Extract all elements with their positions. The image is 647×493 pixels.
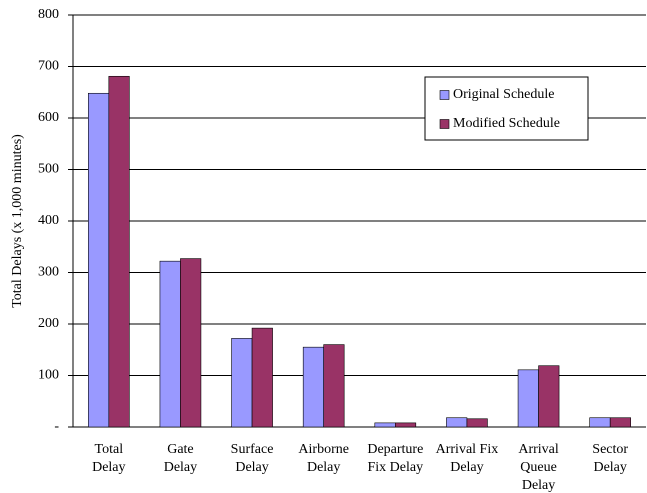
x-tick-label: Delay: [593, 460, 626, 475]
y-tick-label: 500: [38, 162, 59, 177]
x-tick-label: Delay: [164, 460, 197, 475]
bar: [446, 417, 468, 428]
bar: [589, 417, 611, 428]
bar: [88, 92, 110, 428]
legend-swatch: [439, 90, 450, 100]
y-tick-label: -: [54, 419, 59, 434]
bar: [159, 260, 181, 428]
bar: [374, 422, 396, 428]
bar: [609, 417, 631, 428]
legend-label: Original Schedule: [453, 87, 554, 102]
x-tick-label: Airborne: [298, 442, 349, 457]
bar: [251, 327, 273, 428]
x-tick-label: Gate: [167, 442, 193, 457]
bar: [323, 344, 345, 428]
x-tick-label: Delay: [92, 460, 125, 475]
x-tick-label: Delay: [235, 460, 268, 475]
y-tick-label: 800: [38, 7, 59, 22]
y-axis-label: Total Delays (x 1,000 minutes): [10, 134, 25, 308]
x-tick-label: Arrival Fix: [436, 442, 499, 457]
x-tick-label: Surface: [231, 442, 274, 457]
x-tick-label: Delay: [450, 460, 483, 475]
bar: [108, 75, 130, 428]
x-tick-label: Arrival: [518, 442, 559, 457]
x-tick-label: Total: [95, 442, 124, 457]
x-tick-label: Delay: [307, 460, 340, 475]
x-tick-label: Departure: [367, 442, 423, 457]
y-tick-label: 400: [38, 213, 59, 228]
x-tick-label: Fix Delay: [368, 460, 424, 475]
legend-swatch: [439, 119, 450, 129]
bar: [180, 258, 202, 428]
y-tick-label: 300: [38, 265, 59, 280]
bar: [517, 369, 539, 428]
bar: [231, 338, 253, 428]
bar: [538, 365, 560, 428]
y-tick-label: 100: [38, 368, 59, 383]
x-tick-label: Delay: [522, 478, 555, 493]
y-tick-label: 600: [38, 110, 59, 125]
legend-box: [424, 76, 589, 141]
y-tick-label: 200: [38, 316, 59, 331]
x-tick-label: Queue: [520, 460, 557, 475]
x-tick-label: Sector: [592, 442, 628, 457]
bar: [395, 422, 417, 428]
bar: [466, 418, 488, 428]
bar: [302, 346, 324, 428]
legend-label: Modified Schedule: [453, 116, 560, 131]
y-tick-label: 700: [38, 59, 59, 74]
